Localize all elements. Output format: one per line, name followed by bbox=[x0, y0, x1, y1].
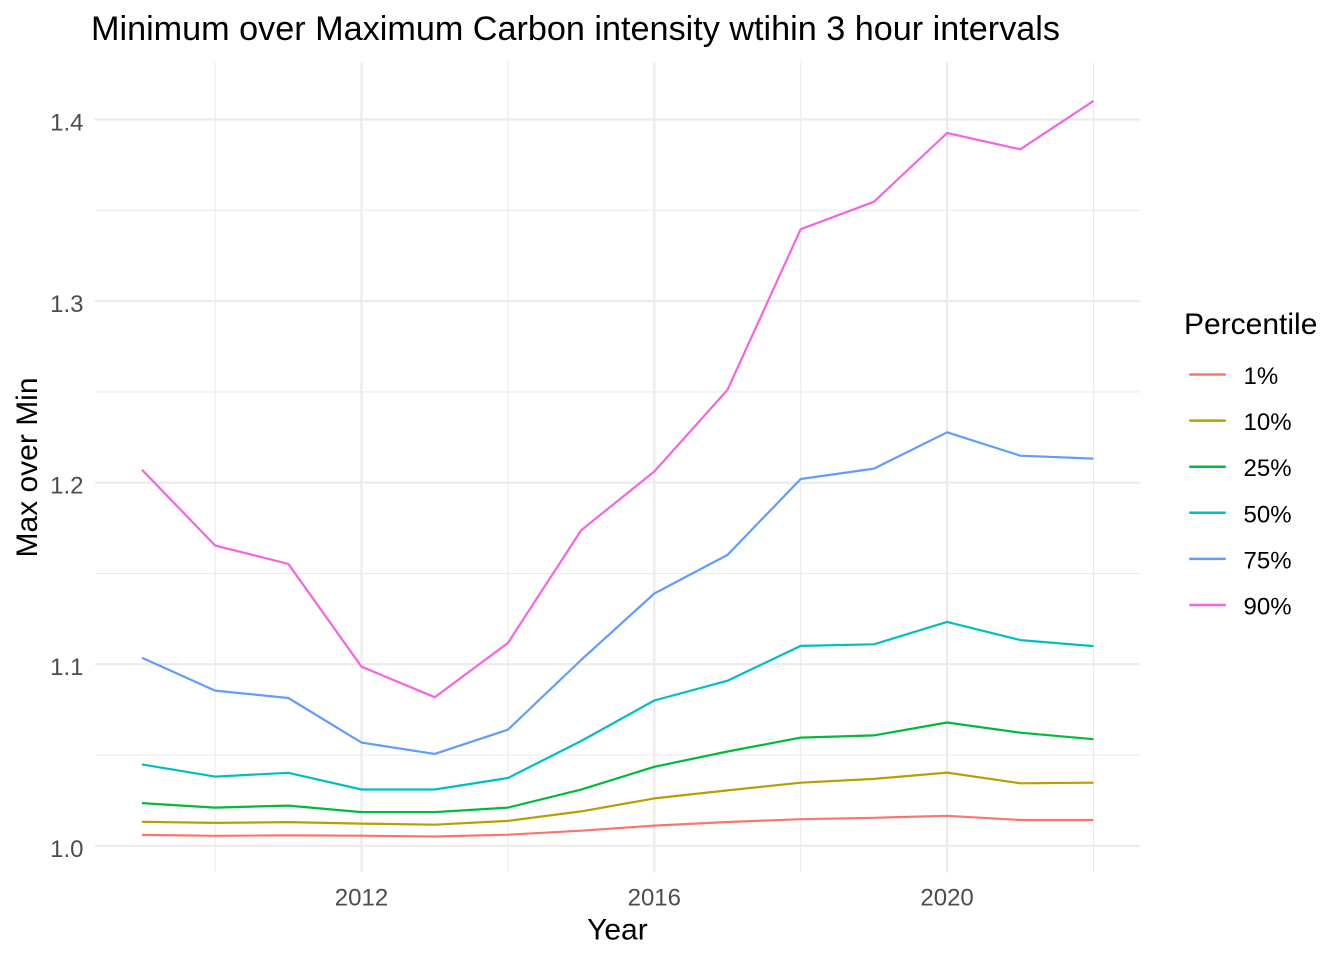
svg-text:2020: 2020 bbox=[920, 885, 973, 912]
svg-text:Minimum over Maximum Carbon in: Minimum over Maximum Carbon intensity wt… bbox=[91, 10, 1060, 48]
svg-text:1.3: 1.3 bbox=[50, 291, 83, 318]
svg-text:90%: 90% bbox=[1244, 594, 1292, 621]
svg-text:1%: 1% bbox=[1244, 363, 1279, 390]
svg-text:1.2: 1.2 bbox=[50, 473, 83, 500]
svg-text:Percentile: Percentile bbox=[1184, 308, 1317, 341]
svg-text:1.4: 1.4 bbox=[50, 110, 83, 137]
svg-text:2016: 2016 bbox=[628, 885, 681, 912]
svg-text:Year: Year bbox=[587, 914, 648, 947]
svg-text:75%: 75% bbox=[1244, 547, 1292, 574]
svg-text:1.1: 1.1 bbox=[50, 654, 83, 681]
svg-text:1.0: 1.0 bbox=[50, 836, 83, 863]
svg-text:Max over Min: Max over Min bbox=[11, 377, 44, 557]
svg-text:50%: 50% bbox=[1244, 501, 1292, 528]
svg-text:2012: 2012 bbox=[335, 885, 388, 912]
svg-text:25%: 25% bbox=[1244, 455, 1292, 482]
svg-text:10%: 10% bbox=[1244, 409, 1292, 436]
